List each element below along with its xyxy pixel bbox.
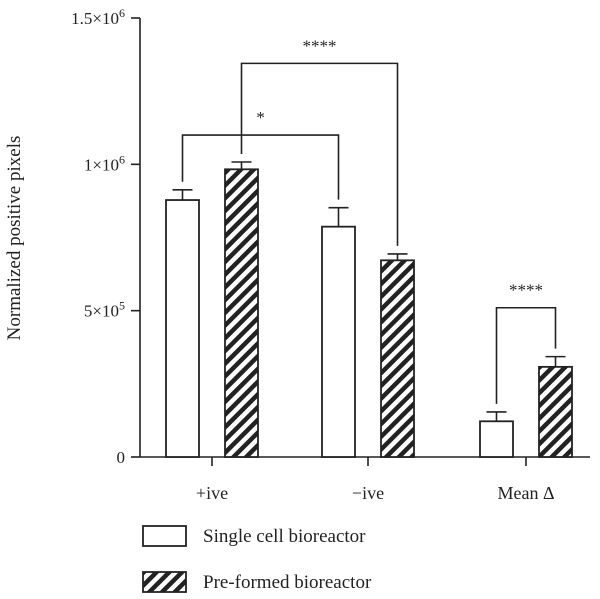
significance-brackets: ********* xyxy=(181,36,557,404)
bar-single-1 xyxy=(321,225,356,458)
legend-swatch-1 xyxy=(142,571,187,593)
bar-preformed-2 xyxy=(538,365,573,458)
error-bars xyxy=(172,161,566,422)
y-axis-label: Normalized positive pixels xyxy=(4,136,25,341)
x-tick-label-0: +ive xyxy=(196,483,228,503)
significance-bracket-0 xyxy=(181,134,340,200)
x-tick-label-2: Mean Δ xyxy=(497,483,554,503)
legend: Single cell bioreactor Pre-formed bioreac… xyxy=(142,525,372,593)
legend-swatch-0 xyxy=(142,525,187,547)
bar-preformed-0 xyxy=(224,168,259,458)
legend-label-0: Single cell bioreactor xyxy=(203,526,366,547)
bar-single-2 xyxy=(479,420,514,458)
y-tick-label-3: 1.5×106 xyxy=(71,6,125,28)
significance-bracket-1 xyxy=(240,62,399,246)
significance-label-1: **** xyxy=(303,36,337,55)
bar-single-0 xyxy=(165,199,200,458)
significance-label-2: **** xyxy=(509,281,543,300)
legend-label-1: Pre-formed bioreactor xyxy=(203,572,372,593)
y-tick-label-0: 0 xyxy=(117,448,126,467)
y-tick-label-2: 1×106 xyxy=(84,152,125,174)
significance-bracket-2 xyxy=(495,306,557,404)
significance-label-0: * xyxy=(256,108,265,127)
bar-preformed-1 xyxy=(380,259,415,458)
axes: 0 5×105 1×106 1.5×106 +ive −ive Mean Δ xyxy=(71,6,590,503)
x-tick-label-1: −ive xyxy=(352,483,384,503)
bars xyxy=(165,168,573,458)
y-tick-label-1: 5×105 xyxy=(84,299,125,321)
